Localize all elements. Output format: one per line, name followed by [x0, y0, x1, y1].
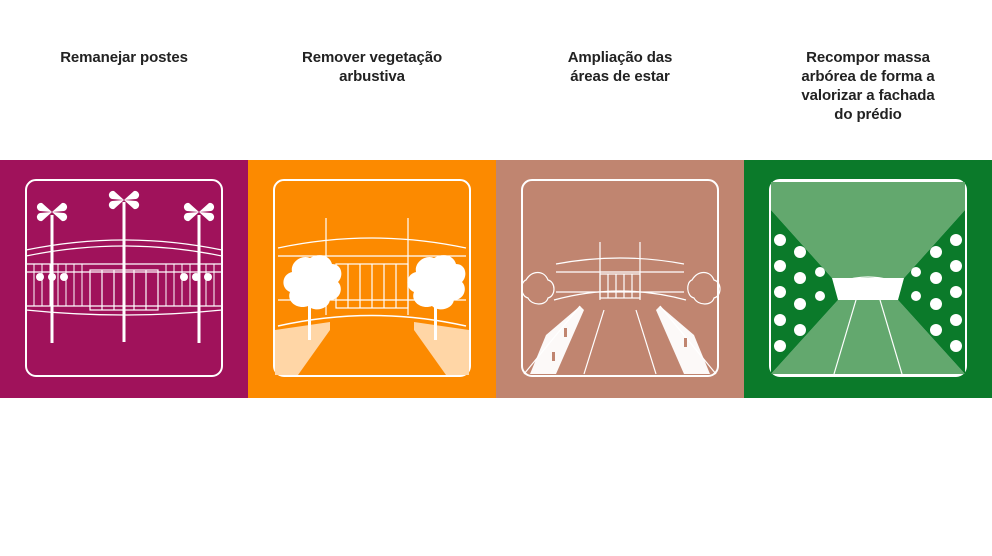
ampliacao-areas-icon: [521, 179, 721, 377]
caption-line: arbustiva: [339, 68, 405, 85]
remanejar-postes-icon: [25, 179, 223, 377]
caption-remover-vegetacao: Remover vegetação arbustiva: [248, 48, 496, 86]
panel-remanejar-postes: [0, 160, 248, 398]
recompor-massa-arborea-icon: [769, 179, 967, 377]
caption-line: arbórea de forma a: [801, 68, 935, 85]
caption-line: áreas de estar: [570, 68, 670, 85]
caption-line: Remover vegetação: [301, 49, 443, 66]
caption-line: Remanejar postes: [60, 49, 188, 66]
caption-line: do prédio: [834, 106, 902, 123]
remover-vegetacao-icon: [273, 179, 471, 377]
caption-line: Recompor massa: [806, 49, 930, 66]
panel-ampliacao-areas: [496, 160, 744, 398]
caption-remanejar-postes: Remanejar postes: [0, 48, 248, 67]
panel-recompor-massa: [744, 160, 992, 398]
caption-line: Ampliação das: [567, 49, 673, 66]
panel-remover-vegetacao: [248, 160, 496, 398]
caption-line: valorizar a fachada: [801, 87, 935, 104]
caption-ampliacao-areas: Ampliação das áreas de estar: [496, 48, 744, 86]
caption-recompor-massa: Recompor massa arbórea de forma a valori…: [744, 48, 992, 124]
